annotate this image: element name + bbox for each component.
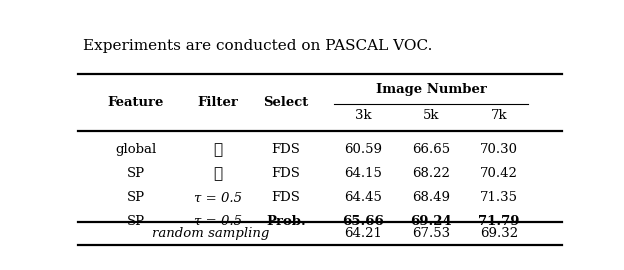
Text: 71.79: 71.79 xyxy=(478,215,520,228)
Text: Experiments are conducted on PASCAL VOC.: Experiments are conducted on PASCAL VOC. xyxy=(83,39,432,53)
Text: 70.42: 70.42 xyxy=(480,167,518,180)
Text: 64.21: 64.21 xyxy=(344,227,383,239)
Text: SP: SP xyxy=(127,191,145,204)
Text: FDS: FDS xyxy=(271,167,300,180)
Text: Select: Select xyxy=(263,96,309,109)
Text: ✗: ✗ xyxy=(213,167,223,181)
Text: Prob.: Prob. xyxy=(266,215,306,228)
Text: 68.22: 68.22 xyxy=(412,167,450,180)
Text: 69.24: 69.24 xyxy=(410,215,452,228)
Text: 64.15: 64.15 xyxy=(344,167,383,180)
Text: 67.53: 67.53 xyxy=(412,227,450,239)
Text: FDS: FDS xyxy=(271,191,300,204)
Text: 7k: 7k xyxy=(490,109,507,122)
Text: Image Number: Image Number xyxy=(376,83,487,96)
Text: 3k: 3k xyxy=(355,109,372,122)
Text: Filter: Filter xyxy=(198,96,239,109)
Text: SP: SP xyxy=(127,215,145,228)
Text: ✗: ✗ xyxy=(213,143,223,157)
Text: SP: SP xyxy=(127,167,145,180)
Text: 70.30: 70.30 xyxy=(480,143,518,156)
Text: 71.35: 71.35 xyxy=(480,191,518,204)
Text: 69.32: 69.32 xyxy=(480,227,518,239)
Text: 65.66: 65.66 xyxy=(343,215,384,228)
Text: 60.59: 60.59 xyxy=(344,143,383,156)
Text: 5k: 5k xyxy=(423,109,439,122)
Text: 68.49: 68.49 xyxy=(412,191,450,204)
Text: global: global xyxy=(115,143,157,156)
Text: τ = 0.5: τ = 0.5 xyxy=(194,215,242,228)
Text: 66.65: 66.65 xyxy=(412,143,450,156)
Text: Feature: Feature xyxy=(108,96,164,109)
Text: random sampling: random sampling xyxy=(152,227,270,239)
Text: FDS: FDS xyxy=(271,143,300,156)
Text: 64.45: 64.45 xyxy=(344,191,383,204)
Text: τ = 0.5: τ = 0.5 xyxy=(194,191,242,204)
